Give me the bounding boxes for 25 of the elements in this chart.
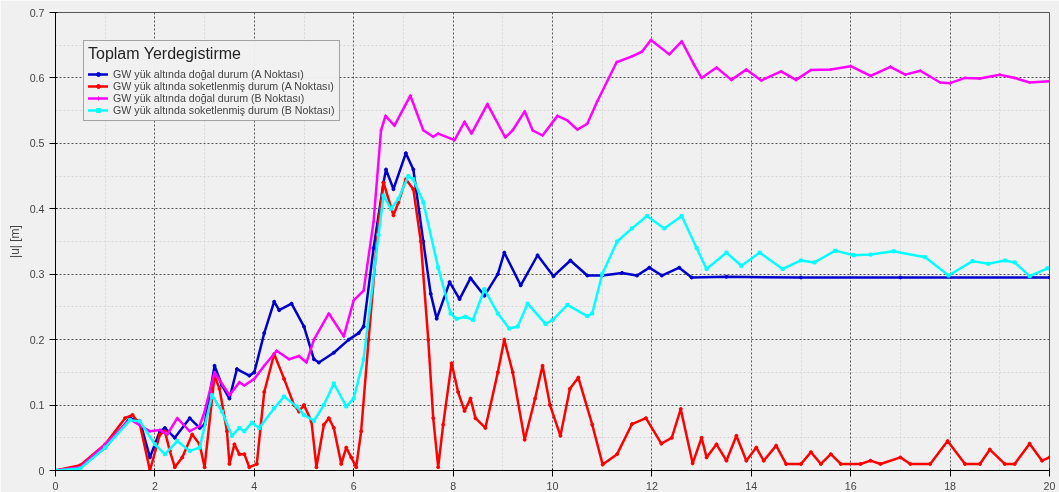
x-tick-label: 20 (1043, 479, 1056, 492)
y-axis-title: |u| [m] (7, 225, 22, 258)
y-tick-label: 0.5 (29, 137, 45, 150)
legend-label: GW yük altında doğal durum (A Noktası) (113, 68, 304, 80)
x-tick-label: 6 (350, 479, 357, 492)
y-tick-label: 0.6 (29, 71, 45, 84)
x-tick-label: 16 (844, 479, 857, 492)
legend-title: Toplam Yerdegistirme (88, 45, 242, 63)
y-tick-label: 0.1 (29, 399, 45, 412)
y-tick-label: 0.2 (29, 333, 45, 346)
x-tick-label: 18 (944, 479, 957, 492)
x-tick-label: 0 (52, 479, 59, 492)
x-tick-label: 14 (745, 479, 758, 492)
x-tick-label: 10 (546, 479, 559, 492)
x-tick-label: 4 (251, 479, 258, 492)
x-tick-label: 8 (450, 479, 457, 492)
y-tick-label: 0 (38, 464, 45, 477)
x-tick-label: 2 (151, 479, 158, 492)
y-tick-label: 0.3 (29, 268, 45, 281)
legend-label: GW yük altında soketlenmiş durum (B Noktası) (113, 104, 335, 116)
legend-label: GW yük altında doğal durum (B Noktası) (113, 92, 305, 104)
y-tick-label: 0.4 (29, 202, 45, 215)
y-tick-label: 0.7 (29, 6, 45, 19)
x-tick-label: 12 (645, 479, 658, 492)
legend-label: GW yük altında soketlenmiş durum (A Noktası) (113, 80, 334, 92)
